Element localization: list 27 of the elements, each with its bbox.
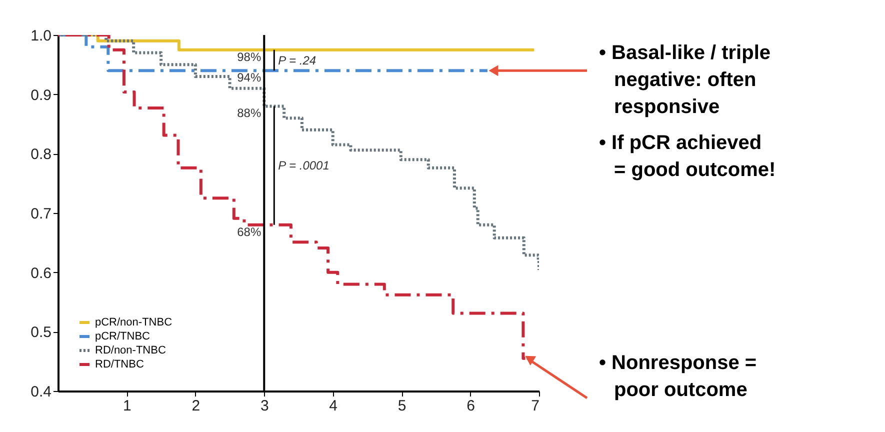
y-tick-label: 0.4 bbox=[30, 384, 52, 400]
x-tick-label: 3 bbox=[260, 398, 269, 414]
x-tick-label: 2 bbox=[192, 398, 200, 414]
legend-label: pCR/non-TNBC bbox=[95, 316, 172, 328]
annotation: 98% bbox=[237, 50, 262, 64]
x-tick-label: 7 bbox=[531, 398, 540, 414]
annotation: P = .0001 bbox=[278, 158, 330, 173]
x-tick-label: 4 bbox=[329, 398, 338, 414]
annotation: 88% bbox=[237, 106, 262, 120]
annotation: • Nonresponse = poor outcome bbox=[599, 352, 757, 401]
legend-label: RD/non-TNBC bbox=[95, 344, 166, 356]
x-tick-label: 6 bbox=[466, 398, 475, 414]
y-tick-label: 0.6 bbox=[30, 264, 52, 282]
annotation: 68% bbox=[237, 224, 262, 239]
annotation: 94% bbox=[237, 70, 262, 85]
y-tick-label: 0.9 bbox=[30, 86, 52, 104]
y-tick-label: 1.0 bbox=[30, 28, 52, 44]
y-tick-label: 0.8 bbox=[30, 146, 52, 164]
annotation: P = .24 bbox=[278, 54, 316, 68]
y-tick-label: 0.5 bbox=[30, 324, 52, 342]
legend-label: pCR/TNBC bbox=[95, 330, 150, 342]
y-tick-label: 0.7 bbox=[30, 206, 52, 222]
legend-label: RD/TNBC bbox=[95, 358, 144, 370]
x-tick-label: 1 bbox=[123, 398, 132, 414]
x-tick-label: 5 bbox=[398, 398, 406, 414]
text: • If pCR achieved = good outcome! bbox=[599, 132, 776, 181]
annotation: • Basal-like / triple negative: often responsive bbox=[599, 42, 771, 118]
